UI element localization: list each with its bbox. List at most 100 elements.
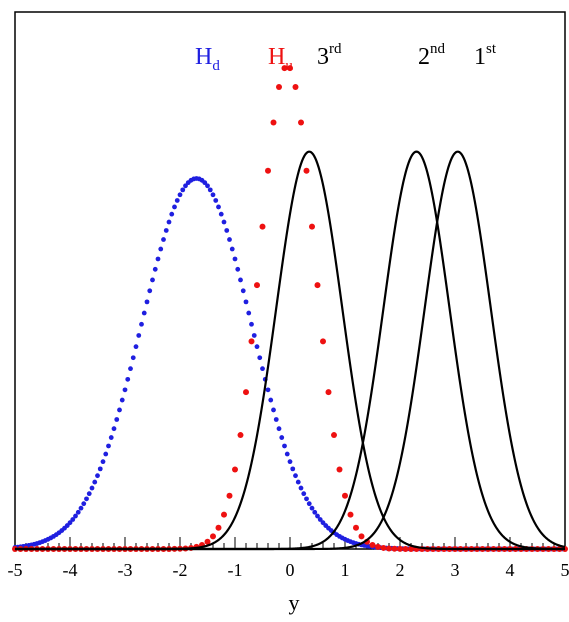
- curves: [12, 65, 568, 552]
- data-point: [81, 501, 87, 507]
- legend-label-1st: 1st: [474, 41, 497, 70]
- data-point: [227, 237, 232, 242]
- data-point: [279, 435, 285, 440]
- data-point: [92, 479, 98, 485]
- data-point: [309, 223, 315, 230]
- data-point: [287, 65, 293, 72]
- series-dots-h-d: [12, 176, 568, 552]
- data-point: [111, 426, 117, 432]
- data-point: [144, 299, 150, 305]
- data-point: [402, 545, 409, 552]
- data-point: [347, 511, 354, 518]
- data-point: [166, 219, 172, 225]
- data-point: [240, 288, 246, 294]
- data-point: [216, 204, 221, 210]
- data-point: [141, 310, 147, 316]
- data-point: [158, 246, 164, 252]
- data-point: [303, 167, 310, 174]
- data-point: [336, 466, 343, 473]
- data-point: [95, 473, 100, 479]
- data-point: [97, 466, 103, 472]
- data-point: [273, 417, 279, 422]
- data-point: [180, 187, 186, 193]
- data-point: [251, 333, 257, 338]
- data-point: [122, 387, 128, 393]
- data-point: [150, 277, 155, 283]
- data-point: [133, 344, 139, 350]
- x-tick-label: 2: [396, 560, 405, 580]
- data-point: [152, 266, 158, 272]
- data-point: [183, 183, 188, 189]
- data-point: [100, 459, 106, 465]
- data-point: [312, 509, 318, 515]
- data-point: [380, 544, 387, 551]
- series-dots-h-u: [12, 65, 568, 552]
- data-point: [254, 344, 260, 350]
- data-point: [259, 223, 266, 230]
- data-point: [169, 211, 175, 217]
- data-point: [284, 451, 290, 457]
- data-point: [246, 310, 252, 316]
- data-point: [161, 237, 166, 242]
- data-point: [358, 533, 365, 540]
- x-tick-label: 0: [286, 560, 295, 580]
- data-point: [287, 459, 293, 465]
- data-point: [281, 65, 288, 72]
- data-point: [229, 246, 235, 252]
- legend-label-h-d: Hd: [195, 44, 220, 74]
- legend: Hd Hu 3rd 2nd 1st: [195, 41, 497, 74]
- legend-label-3rd: 3rd: [317, 41, 342, 70]
- data-point: [254, 282, 260, 289]
- data-point: [213, 198, 219, 203]
- data-point: [243, 389, 249, 396]
- data-point: [237, 432, 244, 439]
- data-point: [218, 211, 224, 217]
- data-point: [298, 119, 304, 126]
- data-point: [221, 511, 227, 518]
- data-point: [119, 397, 125, 403]
- data-point: [353, 524, 359, 531]
- data-point: [147, 288, 153, 294]
- data-point: [78, 505, 84, 511]
- data-point: [215, 524, 222, 531]
- data-point: [320, 338, 326, 345]
- data-point: [315, 513, 320, 519]
- data-point: [224, 228, 230, 233]
- data-point: [114, 417, 120, 422]
- data-point: [89, 485, 95, 491]
- data-point: [86, 491, 92, 497]
- data-point: [163, 228, 169, 233]
- data-point: [226, 492, 233, 499]
- data-point: [125, 376, 131, 382]
- data-point: [232, 256, 238, 262]
- x-tick-label: -4: [63, 560, 78, 580]
- data-point: [210, 192, 216, 198]
- data-point: [221, 219, 227, 225]
- data-point: [293, 473, 298, 479]
- data-point: [271, 407, 276, 413]
- data-point: [232, 466, 238, 473]
- data-point: [207, 187, 213, 193]
- data-point: [204, 538, 211, 545]
- data-point: [306, 501, 312, 507]
- data-point: [317, 517, 323, 522]
- legend-label-2nd: 2nd: [418, 41, 446, 70]
- data-point: [235, 266, 241, 272]
- data-point: [301, 491, 307, 497]
- data-point: [174, 198, 180, 203]
- data-point: [298, 485, 304, 491]
- data-point: [408, 545, 414, 552]
- data-point: [265, 167, 271, 174]
- data-point: [75, 509, 81, 515]
- data-point: [325, 389, 332, 396]
- x-tick-label: 3: [451, 560, 460, 580]
- data-point: [276, 83, 282, 90]
- data-point: [295, 479, 301, 485]
- data-point: [139, 321, 144, 327]
- x-tick-label: -3: [118, 560, 133, 580]
- data-point: [270, 119, 277, 126]
- data-point: [108, 435, 114, 440]
- data-point: [70, 517, 76, 522]
- data-point: [73, 513, 78, 519]
- series-line-1st: [15, 150, 566, 551]
